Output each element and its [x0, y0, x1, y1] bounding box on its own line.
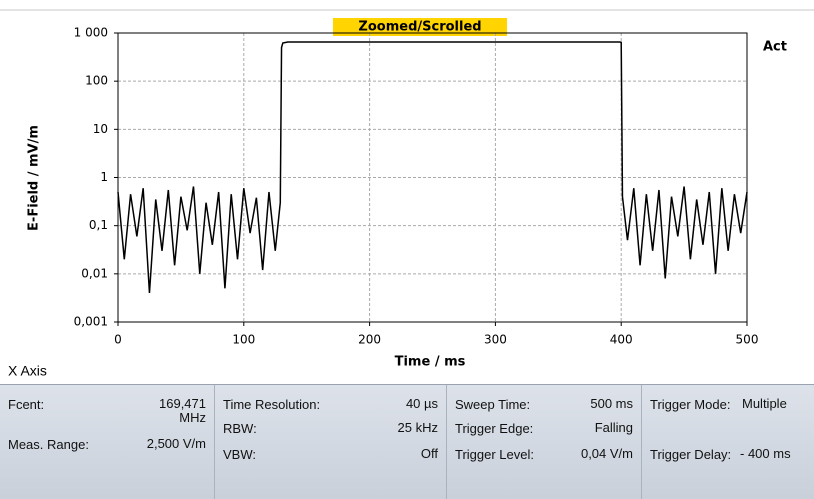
- x-tick-label: 200: [358, 333, 381, 347]
- item-label: Trigger Delay:: [650, 447, 732, 462]
- item-label: RBW:: [223, 421, 257, 436]
- y-tick-label: 0,1: [89, 218, 108, 232]
- item-value: 0,04 V/m: [580, 446, 633, 461]
- item-label: Trigger Level:: [455, 447, 534, 462]
- item-value: 40 µs: [405, 396, 438, 411]
- panel-item: Sweep Time: 500 ms: [447, 393, 641, 417]
- plot-area: [117, 32, 748, 323]
- item-label: Sweep Time:: [455, 397, 531, 412]
- panel-item: Trigger Mode: Multiple: [642, 393, 814, 417]
- panel-column: Sweep Time: 500 ms Trigger Edge: Falling Tri…: [446, 385, 641, 499]
- y-tick-label: 10: [93, 122, 108, 136]
- chart-title: Zoomed/Scrolled: [358, 20, 481, 35]
- y-tick-label: 0,01: [81, 266, 108, 280]
- panel-column: Fcent: 169,471 MHz Meas. Range: 2,500 V/m: [0, 385, 214, 499]
- item-value: 2,500 V/m: [146, 436, 206, 451]
- panel-item: Meas. Range: 2,500 V/m: [0, 433, 214, 457]
- item-label: Trigger Edge:: [455, 421, 534, 436]
- item-value: - 400 ms: [740, 446, 791, 461]
- panel-column: Trigger Mode: Multiple Trigger Delay: - 400…: [641, 385, 814, 499]
- panel-item: Trigger Edge: Falling: [447, 417, 641, 441]
- item-label: Time Resolution:: [223, 397, 321, 412]
- plot-area: [117, 32, 748, 323]
- item-value: Off: [420, 446, 438, 461]
- info-panel: Fcent: 169,471 MHz Meas. Range: 2,500 V/m Ti…: [0, 384, 814, 499]
- x-tick-label: 100: [232, 333, 255, 347]
- panel-column: Time Resolution: 40 µs RBW: 25 kHz VBW: Off: [214, 385, 446, 499]
- y-axis-label: E-Field / mV/m: [27, 125, 42, 231]
- legend-label: Act: [763, 40, 787, 55]
- item-value: Multiple: [742, 396, 787, 411]
- item-label: Trigger Mode:: [650, 397, 731, 412]
- y-tick-label: 1: [100, 170, 108, 184]
- panel-item: VBW: Off: [215, 443, 446, 467]
- item-value: Falling: [594, 420, 633, 435]
- axis-caption: X Axis: [8, 363, 47, 379]
- status-badge: [333, 18, 507, 36]
- chart: Zoomed/Scrolled Act Time / ms X Axis E-F…: [0, 9, 814, 379]
- item-label: Fcent:: [8, 397, 45, 412]
- item-value: 25 kHz: [397, 420, 438, 435]
- item-label: VBW:: [223, 447, 256, 462]
- panel-item: Time Resolution: 40 µs: [215, 393, 446, 417]
- x-tick-label: 0: [114, 333, 122, 347]
- panel-item: Trigger Delay: - 400 ms: [642, 443, 814, 467]
- x-axis-label: Time / ms: [395, 355, 466, 370]
- item-label: Meas. Range:: [8, 437, 89, 452]
- x-tick-label: 500: [736, 333, 759, 347]
- panel-item: RBW: 25 kHz: [215, 417, 446, 441]
- y-tick-label: 1 000: [74, 26, 108, 40]
- y-tick-label: 0,001: [74, 315, 108, 329]
- signal-line: [117, 41, 748, 294]
- panel-item: Trigger Level: 0,04 V/m: [447, 443, 641, 467]
- item-value: 169,471 MHz: [159, 396, 206, 425]
- x-tick-label: 300: [484, 333, 507, 347]
- panel-item: Fcent: 169,471 MHz: [0, 393, 214, 425]
- item-value: 500 ms: [590, 396, 633, 411]
- x-tick-label: 400: [610, 333, 633, 347]
- y-tick-label: 100: [85, 74, 108, 88]
